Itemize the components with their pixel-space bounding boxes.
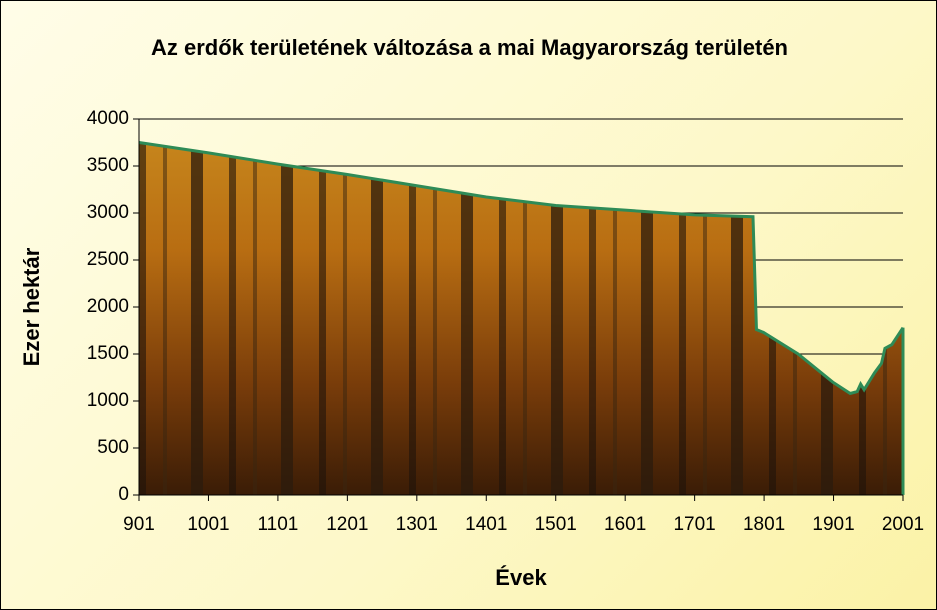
y-tick-label: 1000	[87, 390, 129, 411]
y-tick-label: 3000	[87, 202, 129, 223]
x-tick-label: 1901	[812, 514, 854, 535]
y-tick-label: 3500	[87, 155, 129, 176]
y-tick-label: 1500	[87, 343, 129, 364]
x-tick-label: 1301	[396, 514, 438, 535]
y-tick-label: 500	[97, 437, 129, 458]
x-tick-label: 1001	[187, 514, 229, 535]
x-tick-label: 901	[123, 514, 155, 535]
x-tick-label: 1801	[743, 514, 785, 535]
chart-frame: 0 500 1000 1500 2000 2500 3000 3500 4000 901 1001 1…	[0, 0, 937, 610]
y-tick-label: 0	[118, 484, 129, 505]
x-tick-label: 1401	[465, 514, 507, 535]
x-tick-label: 1501	[535, 514, 577, 535]
x-tick-label: 1701	[673, 514, 715, 535]
chart-title: Az erdők területének változása a mai Mag…	[101, 29, 838, 67]
y-tick-label: 2000	[87, 296, 129, 317]
x-tick-label: 2001	[882, 514, 924, 535]
x-axis-label: Évek	[495, 565, 547, 590]
chart: 0 500 1000 1500 2000 2500 3000 3500 4000 901 1001 1…	[1, 1, 937, 610]
y-axis-label: Ezer hektár	[19, 247, 44, 366]
y-tick-label: 4000	[87, 108, 129, 129]
x-tick-label: 1101	[257, 514, 298, 535]
x-tick-label: 1601	[604, 514, 646, 535]
x-tick-label: 1201	[326, 514, 368, 535]
y-tick-label: 2500	[87, 249, 129, 270]
